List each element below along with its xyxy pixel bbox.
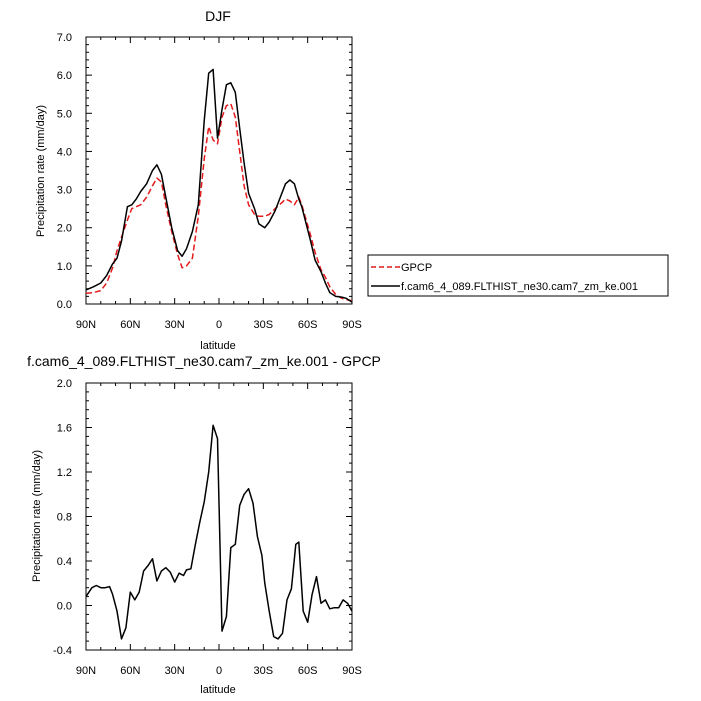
x-tick-label: 60N: [120, 665, 140, 677]
x-tick-label: 90N: [76, 665, 96, 677]
y-tick-label: 0.8: [57, 512, 72, 524]
x-tick-label: 30S: [254, 665, 274, 677]
y-axis: 0.0 1.0 2.0 3.0 4.0 5.0 6.0 7.0: [57, 32, 352, 311]
legend: GPCP f.cam6_4_089.FLTHIST_ne30.cam7_zm_k…: [367, 254, 669, 297]
legend-label-model: f.cam6_4_089.FLTHIST_ne30.cam7_zm_ke.001: [401, 281, 638, 293]
x-axis: 90N 60N 30N 0 30S 60S 90S: [76, 37, 362, 331]
x-axis-label: latitude: [200, 684, 235, 696]
y-axis-label: Precipitation rate (mm/day): [31, 450, 43, 582]
x-tick-label: 90S: [342, 665, 362, 677]
chart-panel-climatology: DJF 0.0 1.0 2.0 3.0 4.0 5.0 6.0 7.0 90N 60N 30N 0 3…: [35, 8, 669, 352]
x-tick-label: 60N: [120, 319, 140, 331]
y-tick-label: 2.0: [57, 378, 72, 390]
x-tick-label: 30N: [165, 319, 185, 331]
chart-panel-difference: f.cam6_4_089.FLTHIST_ne30.cam7_zm_ke.001…: [27, 353, 381, 696]
x-tick-label: 90N: [76, 319, 96, 331]
y-tick-label: 1.0: [57, 261, 72, 273]
y-tick-label: 6.0: [57, 70, 72, 82]
y-axis-label: Precipitation rate (mm/day): [35, 105, 47, 237]
series-line-0: [85, 424, 353, 640]
series-line-1: [85, 68, 353, 303]
y-tick-label: 5.0: [57, 108, 72, 120]
plot-frame: [85, 36, 353, 305]
x-axis-label: latitude: [200, 340, 235, 352]
x-tick-label: 90S: [342, 319, 362, 331]
y-tick-label: 4.0: [57, 146, 72, 158]
y-axis: -0.4 0.0 0.4 0.8 1.2 1.6 2.0: [53, 378, 352, 657]
y-tick-label: -0.4: [53, 645, 72, 657]
legend-label-gpcp: GPCP: [401, 262, 432, 274]
x-tick-label: 0: [216, 665, 222, 677]
y-tick-label: 0.0: [57, 299, 72, 311]
legend-box: [367, 254, 669, 297]
x-tick-label: 60S: [298, 665, 318, 677]
x-tick-label: 60S: [298, 319, 318, 331]
x-tick-label: 0: [216, 319, 222, 331]
chart-title: DJF: [205, 8, 231, 24]
x-tick-label: 30N: [165, 665, 185, 677]
plot-area: [85, 424, 353, 640]
plot-area: [85, 68, 353, 303]
y-tick-label: 3.0: [57, 185, 72, 197]
y-tick-label: 7.0: [57, 32, 72, 44]
x-tick-label: 30S: [254, 319, 274, 331]
x-axis: 90N 60N 30N 0 30S 60S 90S: [76, 383, 362, 677]
y-tick-label: 1.2: [57, 467, 72, 479]
y-tick-label: 0.4: [57, 556, 72, 568]
y-tick-label: 2.0: [57, 223, 72, 235]
y-tick-label: 1.6: [57, 423, 72, 435]
y-tick-label: 0.0: [57, 601, 72, 613]
chart-title: f.cam6_4_089.FLTHIST_ne30.cam7_zm_ke.001…: [27, 353, 381, 369]
